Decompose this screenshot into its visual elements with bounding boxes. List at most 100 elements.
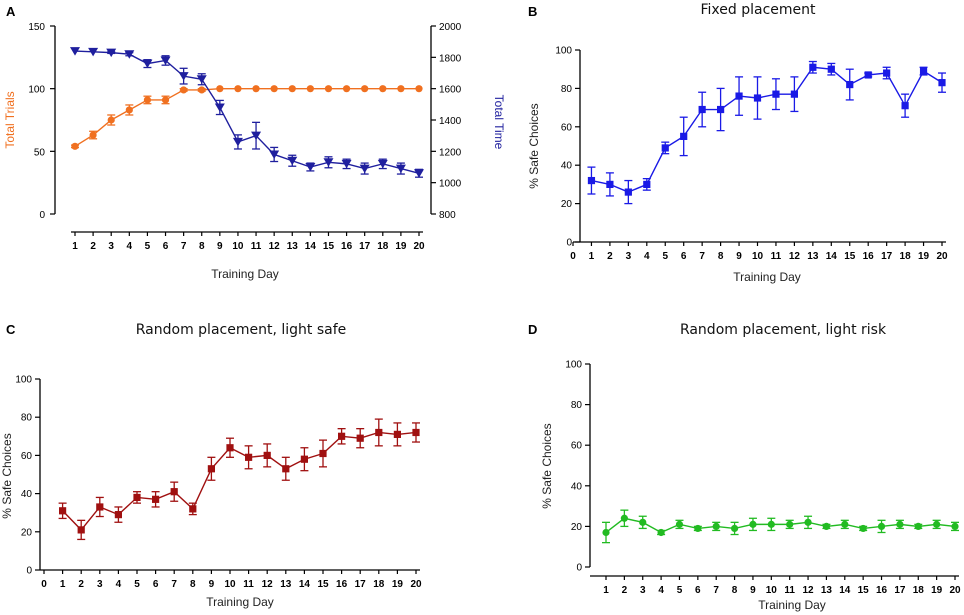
safe-choices-b-point (643, 180, 651, 188)
x-tick-label-c: 13 (280, 579, 292, 590)
safe-choices-b-point (587, 176, 596, 185)
y-axis-label-right-a: Total Time (492, 95, 506, 150)
safe-choices-c-point (245, 453, 253, 461)
safe-choices-c-point (375, 428, 383, 437)
x-tick-label-d: 8 (732, 585, 738, 596)
x-tick-label-d: 17 (894, 585, 906, 596)
x-tick-label-c: 1 (60, 579, 66, 590)
y-axis-label-c: % Safe Choices (0, 433, 14, 518)
panel-label-a: A (6, 4, 16, 19)
total-time-point (106, 48, 117, 58)
x-tick-label-c: 8 (190, 579, 196, 590)
x-tick-label-c: 2 (78, 579, 84, 590)
x-axis-label-a: Training Day (211, 267, 279, 281)
total-time-point (178, 72, 189, 81)
total-trials-point (161, 96, 170, 104)
safe-choices-b-line (591, 66, 943, 193)
safe-choices-d-point (933, 520, 941, 528)
panel-label-c: C (6, 322, 16, 337)
safe-choices-c-point (356, 434, 364, 442)
x-tick-label-b: 6 (681, 251, 687, 262)
safe-choices-d-point (859, 524, 867, 533)
safe-choices-d-point (896, 520, 904, 528)
y-tick-label-d: 40 (571, 481, 583, 492)
x-tick-label-d: 7 (713, 585, 719, 596)
x-tick-label-d: 5 (677, 585, 683, 596)
safe-choices-b-point (661, 144, 669, 152)
x-tick-label-a: 5 (145, 241, 151, 252)
y-tick-label-d: 20 (571, 522, 583, 533)
x-tick-label-c: 18 (373, 579, 385, 590)
total-time-point (70, 47, 80, 56)
total-time-point (395, 164, 406, 174)
safe-choices-d-point (749, 520, 757, 528)
panel-label-d: D (528, 322, 537, 337)
x-tick-label-d: 10 (766, 585, 778, 596)
x-tick-label-c: 9 (209, 579, 215, 590)
safe-choices-c-point (263, 451, 271, 459)
x-tick-label-b: 5 (662, 251, 668, 262)
safe-choices-b-point (883, 69, 891, 77)
x-tick-label-d: 1 (603, 585, 609, 596)
x-tick-label-a: 7 (181, 241, 187, 252)
total-trials-point (415, 85, 423, 93)
x-tick-label-a: 4 (127, 241, 133, 252)
y-tick-label-b: 60 (561, 122, 573, 133)
y-tick-label-d: 100 (565, 360, 582, 371)
x-tick-label-d: 15 (858, 585, 870, 596)
x-tick-label-d: 3 (640, 585, 646, 596)
x-tick-label-d: 12 (802, 585, 814, 596)
total-trials-point (89, 131, 97, 139)
y-tick-label-left-a: 0 (39, 210, 45, 221)
safe-choices-c-point (412, 428, 420, 437)
safe-choices-b-point (680, 132, 688, 140)
x-tick-label-d: 6 (695, 585, 701, 596)
x-tick-label-b: 16 (863, 251, 875, 262)
safe-choices-b-point (698, 105, 706, 114)
y-tick-label-c: 0 (26, 566, 32, 577)
x-tick-label-d: 4 (658, 585, 664, 596)
total-trials-point (270, 85, 278, 93)
safe-choices-c-point (300, 455, 308, 463)
x-tick-label-c: 5 (134, 579, 140, 590)
y-tick-label-right-a: 1800 (439, 53, 462, 64)
total-trials-point (361, 85, 369, 93)
total-trials-point (342, 85, 351, 93)
x-tick-label-b: 4 (644, 251, 650, 262)
safe-choices-d-point (639, 518, 647, 526)
y-tick-label-right-a: 2000 (439, 22, 462, 33)
x-tick-label-c: 15 (317, 579, 329, 590)
safe-choices-c-point (170, 488, 178, 496)
x-tick-label-c: 3 (97, 579, 103, 590)
total-trials-point (107, 116, 115, 124)
y-tick-label-b: 100 (555, 46, 572, 57)
y-axis-label-b: % Safe Choices (527, 103, 541, 188)
x-tick-label-b: 8 (718, 251, 724, 262)
y-tick-label-c: 80 (21, 413, 33, 424)
x-tick-label-d: 20 (949, 585, 961, 596)
chart-title-c: Random placement, light safe (136, 322, 347, 338)
safe-choices-b-point (624, 188, 632, 196)
safe-choices-d-point (841, 520, 849, 528)
x-tick-label-a: 15 (323, 241, 335, 252)
x-tick-label-b: 2 (607, 251, 613, 262)
total-trials-point (324, 85, 333, 93)
total-time-point (251, 131, 262, 141)
x-tick-label-a: 3 (108, 241, 114, 252)
total-time-point (160, 56, 171, 65)
safe-choices-d-point (657, 528, 665, 537)
safe-choices-d-point (822, 522, 831, 531)
x-tick-label-a: 19 (395, 241, 407, 252)
x-tick-label-b: 10 (752, 251, 764, 262)
safe-choices-d-point (804, 518, 812, 526)
safe-choices-b-point (938, 79, 946, 87)
safe-choices-c-point (189, 505, 197, 513)
y-tick-label-right-a: 1600 (439, 85, 462, 96)
x-tick-label-b: 14 (826, 251, 838, 262)
total-trials-point (143, 96, 152, 104)
total-time-point (377, 159, 388, 169)
panel-label-b: B (528, 4, 537, 19)
total-trials-point (125, 106, 133, 114)
safe-choices-b-point (809, 63, 817, 71)
y-tick-label-b: 0 (566, 238, 572, 249)
